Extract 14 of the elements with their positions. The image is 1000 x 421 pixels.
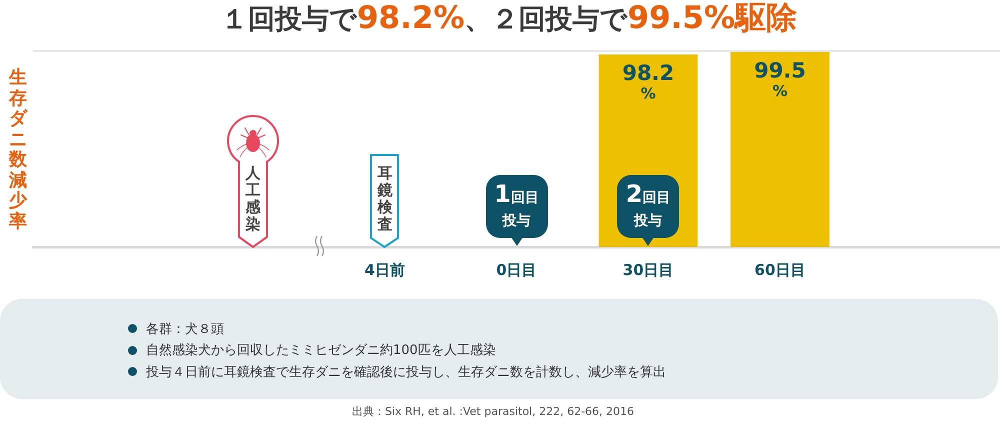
annotation: 人工感染 <box>246 164 260 233</box>
x-tick-label: 0日目 <box>496 260 537 279</box>
data-label: 98.2 % <box>622 60 674 102</box>
chart-title: １回投与で98.2%、２回投与で99.5%駆除 <box>220 0 798 36</box>
source-note: 出典：Six RH, et al. :Vet parasitol, 222, 62-66, 2016 <box>352 405 634 418</box>
text: 生存ダニ数減少率 <box>9 67 27 232</box>
annotation: 1回目投与 <box>494 180 539 229</box>
notes-panel: 各群：犬８頭 自然感染犬から回収したミミヒゼンダニ約100匹を人工感染 投与４日前に耳鏡検査で生存ダニを確認後に投与し、生存ダニ数を計数し、減少率を算出 <box>0 299 998 399</box>
x-tick-label: 30日目 <box>622 260 674 279</box>
x-tick-label: 60日目 <box>754 260 806 279</box>
annotation: 耳鏡検査 <box>377 164 392 233</box>
annotation: 2回目投与 <box>626 180 671 229</box>
data-label: 99.5 % <box>754 58 806 100</box>
x-tick-label: 4日前 <box>364 260 405 279</box>
